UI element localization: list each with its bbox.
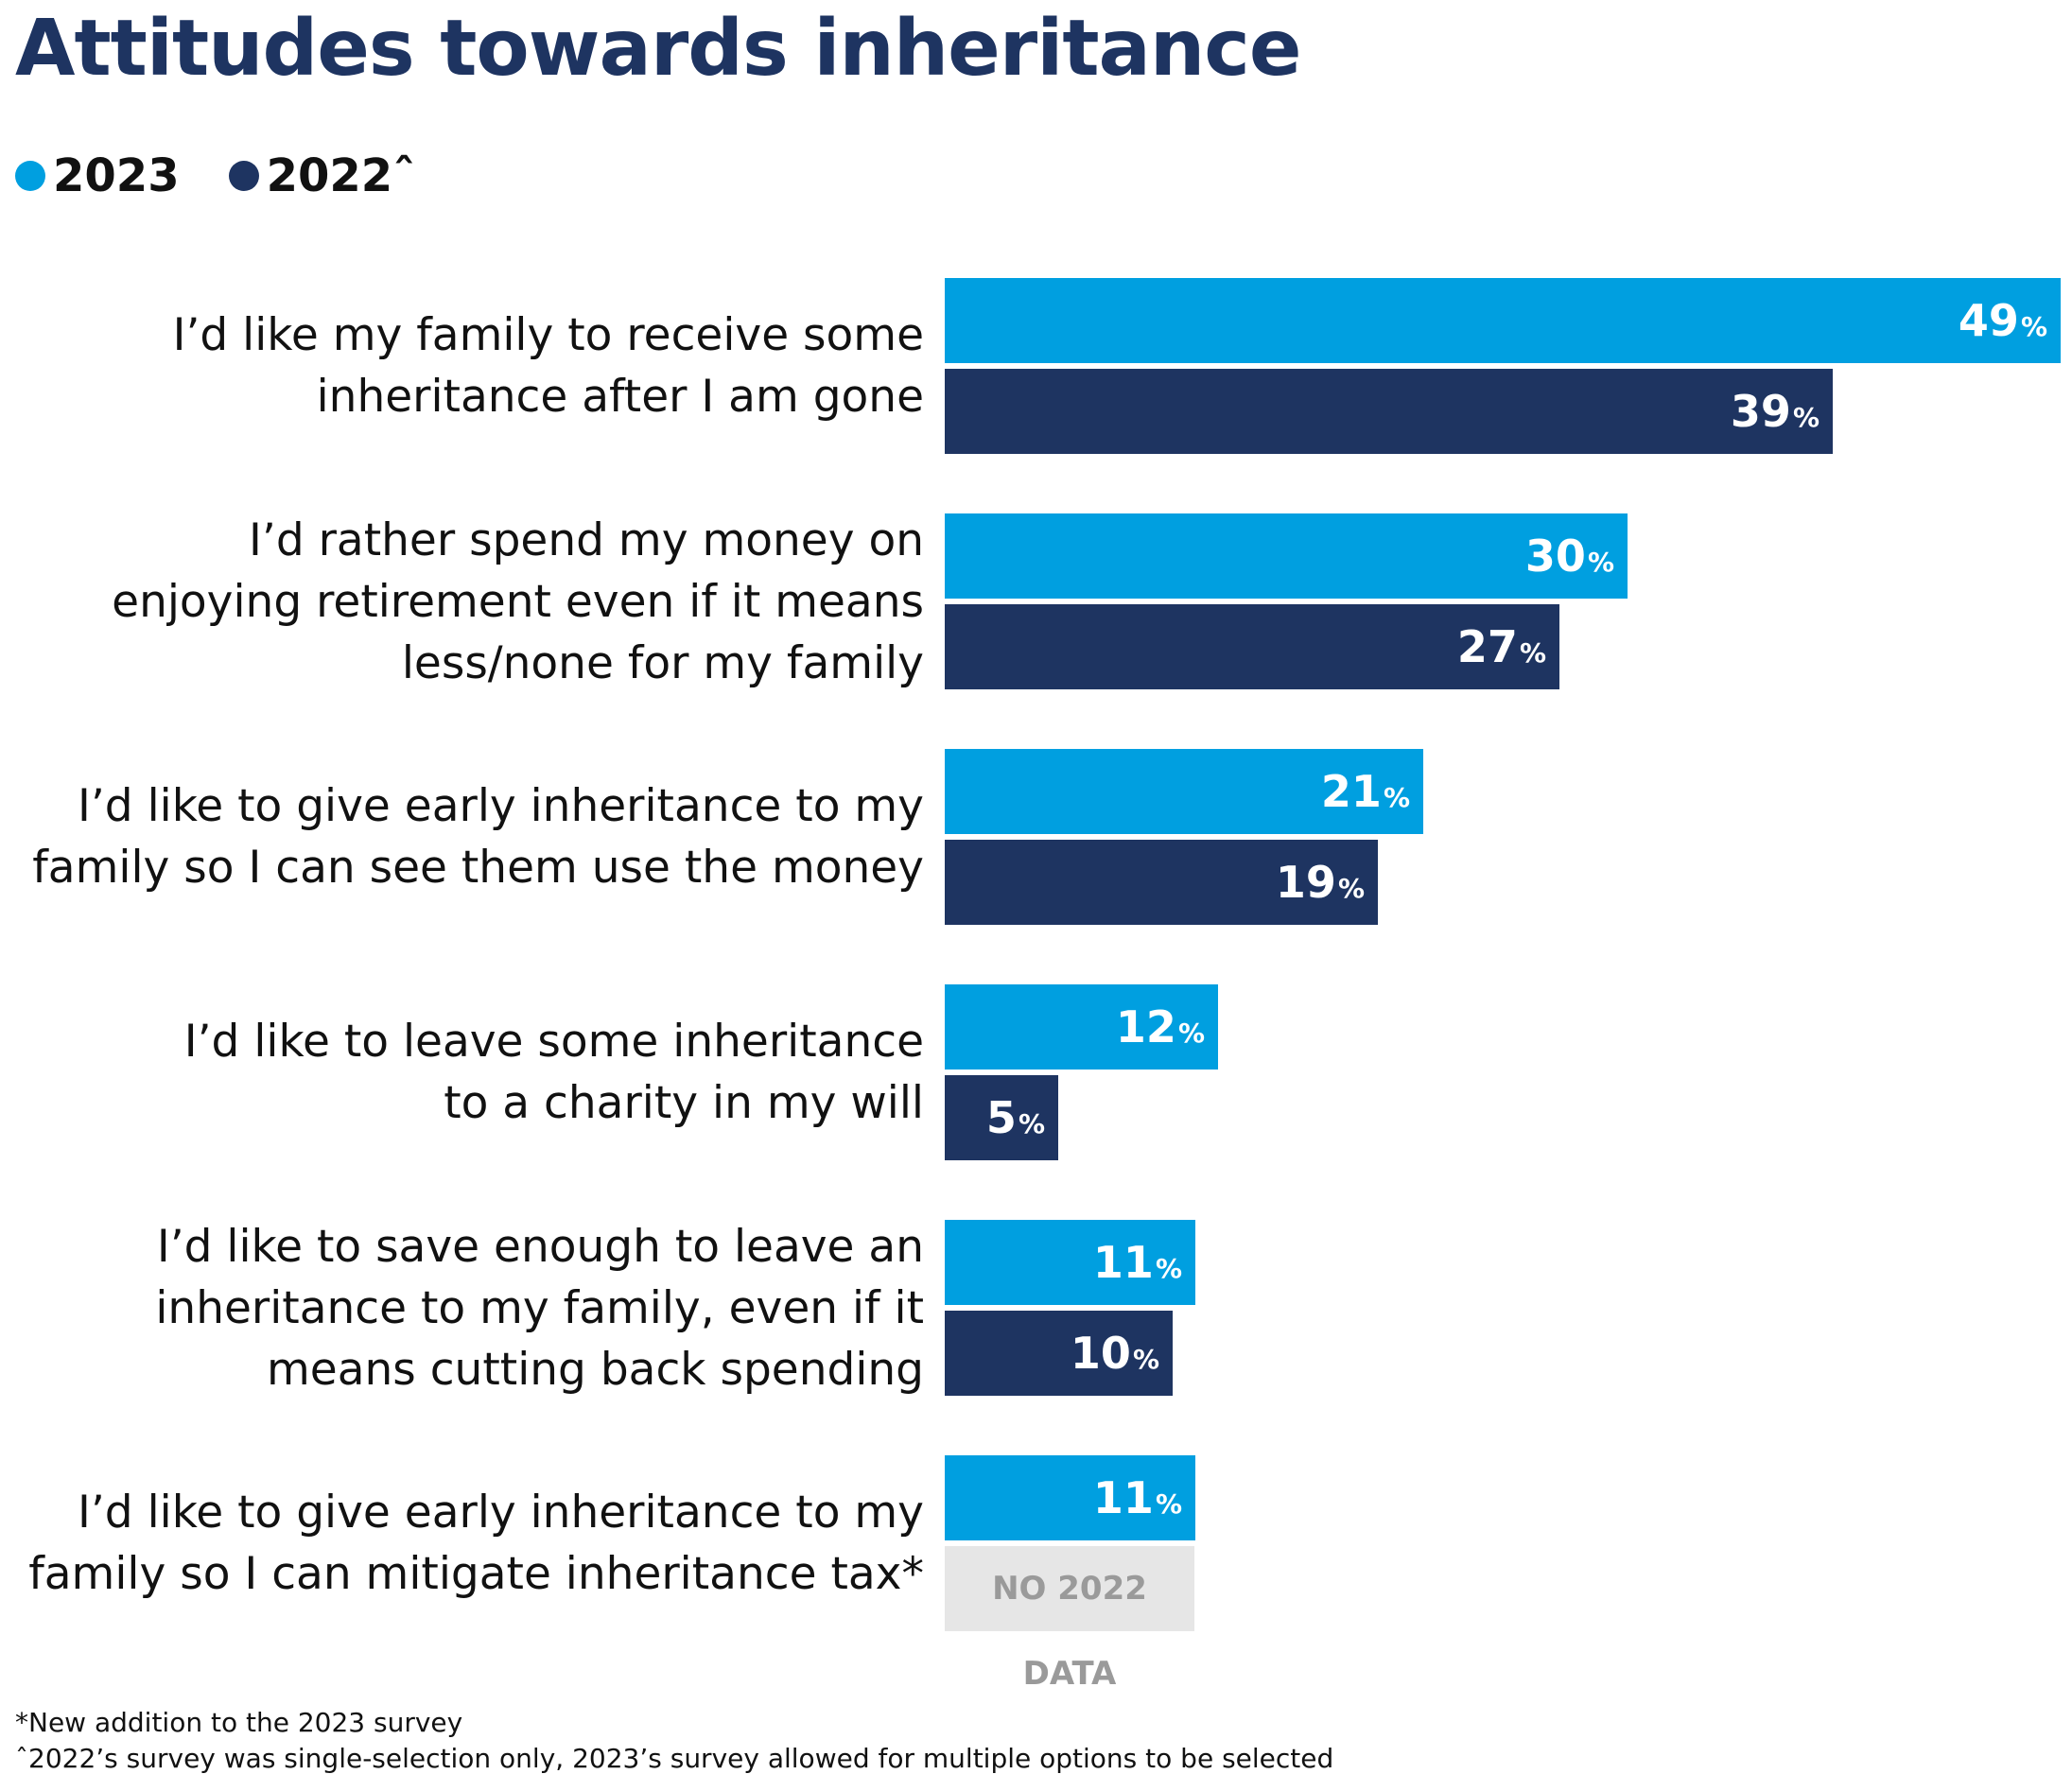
bar-2022-3: 5% xyxy=(945,1075,1058,1160)
bar-2022-2: 19% xyxy=(945,840,1378,925)
bar-2022-4: 10% xyxy=(945,1311,1173,1396)
category-label-line: I’d like to leave some inheritance xyxy=(183,1016,924,1068)
footnote-new-addition: *New addition to the 2023 survey xyxy=(15,1707,463,1738)
bar-value-label: 12% xyxy=(1116,984,1205,1070)
category-label-line: family so I can see them use the money xyxy=(32,842,924,894)
category-label-line: to a charity in my will xyxy=(444,1077,924,1129)
bar-value: 11 xyxy=(1092,1472,1154,1523)
bar-value-label: 21% xyxy=(1321,749,1410,834)
bar-value-unit: % xyxy=(1177,1017,1205,1049)
bar-value-unit: % xyxy=(1383,782,1410,813)
bar-value-unit: % xyxy=(1587,547,1614,578)
category-label-line: inheritance after I am gone xyxy=(316,371,924,423)
category-label-line: I’d rather spend my money on xyxy=(249,513,924,566)
bar-value-unit: % xyxy=(1155,1488,1182,1520)
bar-value: 39 xyxy=(1730,386,1791,437)
category-label: I’d like to save enough to leave an inher… xyxy=(16,1216,924,1400)
category-label: I’d rather spend my money on enjoying ret… xyxy=(16,510,924,694)
bar-2022-0: 39% xyxy=(945,369,1833,454)
bar-2023-1: 30% xyxy=(945,513,1628,599)
bar-value: 19 xyxy=(1275,857,1336,908)
bar-value: 49 xyxy=(1958,295,2019,346)
category-label-line: I’d like to save enough to leave an xyxy=(156,1220,924,1273)
bar-value-label: 39% xyxy=(1731,369,1820,454)
category-label-line: means cutting back spending xyxy=(267,1343,924,1396)
bar-value-unit: % xyxy=(1519,637,1546,669)
category-label-line: inheritance to my family, even if it xyxy=(155,1281,924,1334)
bar-value-unit: % xyxy=(1132,1344,1159,1375)
category-label-line: less/none for my family xyxy=(401,636,924,689)
bar-value: 5 xyxy=(985,1092,1017,1143)
bar-value: 30 xyxy=(1524,530,1586,582)
legend-item-2022: 2022ˆ xyxy=(228,149,416,202)
bar-2023-5: 11% xyxy=(945,1455,1195,1540)
bar-value-label: 10% xyxy=(1071,1311,1159,1396)
bar-value-unit: % xyxy=(1337,873,1365,904)
legend-label-2023: 2023 xyxy=(53,149,180,202)
bar-value-unit: % xyxy=(1155,1253,1182,1284)
category-label-line: I’d like to give early inheritance to my xyxy=(78,780,924,832)
category-label-line: I’d like to give early inheritance to my xyxy=(78,1487,924,1539)
category-label: I’d like to give early inheritance to my… xyxy=(16,775,924,898)
bar-2023-3: 12% xyxy=(945,984,1218,1070)
category-label: I’d like to give early inheritance to my… xyxy=(16,1482,924,1605)
legend-swatch-2022 xyxy=(228,161,259,191)
category-label: I’d like to leave some inheritance to a c… xyxy=(16,1011,924,1134)
bar-value-label: 27% xyxy=(1457,604,1546,689)
bar-value: 12 xyxy=(1115,1001,1176,1052)
chart-title: Attitudes towards inheritance xyxy=(15,4,1301,94)
bar-2023-2: 21% xyxy=(945,749,1423,834)
legend-swatch-2023 xyxy=(15,161,45,191)
bar-value-label: 49% xyxy=(1959,278,2047,363)
bar-2023-4: 11% xyxy=(945,1220,1195,1305)
category-label-line: I’d like my family to receive some xyxy=(172,309,924,361)
no-data-placeholder: NO 2022 DATA xyxy=(945,1546,1194,1693)
bar-value-unit: % xyxy=(2020,311,2047,342)
bar-value: 21 xyxy=(1320,766,1382,817)
bar-value-unit: % xyxy=(1792,402,1820,433)
bar-value: 11 xyxy=(1092,1237,1154,1288)
category-label: I’d like my family to receive some inheri… xyxy=(16,304,924,427)
legend-label-2022: 2022ˆ xyxy=(266,149,416,202)
footnote-survey-method: ˆ2022’s survey was single-selection only… xyxy=(15,1743,1334,1774)
category-label-line: enjoying retirement even if it means xyxy=(112,575,924,628)
bar-value: 10 xyxy=(1070,1328,1131,1379)
bar-value: 27 xyxy=(1456,621,1518,672)
bar-value-label: 5% xyxy=(986,1075,1045,1160)
bar-2023-0: 49% xyxy=(945,278,2061,363)
bar-2022-1: 27% xyxy=(945,604,1559,689)
bar-value-unit: % xyxy=(1018,1108,1045,1139)
bar-value-label: 30% xyxy=(1525,513,1614,599)
bar-value-label: 11% xyxy=(1093,1455,1182,1540)
bar-value-label: 11% xyxy=(1093,1220,1182,1305)
legend: 2023 2022ˆ xyxy=(15,146,464,206)
bar-value-label: 19% xyxy=(1276,840,1365,925)
legend-item-2023: 2023 xyxy=(15,149,180,202)
category-label-line: family so I can mitigate inheritance tax… xyxy=(28,1548,924,1600)
